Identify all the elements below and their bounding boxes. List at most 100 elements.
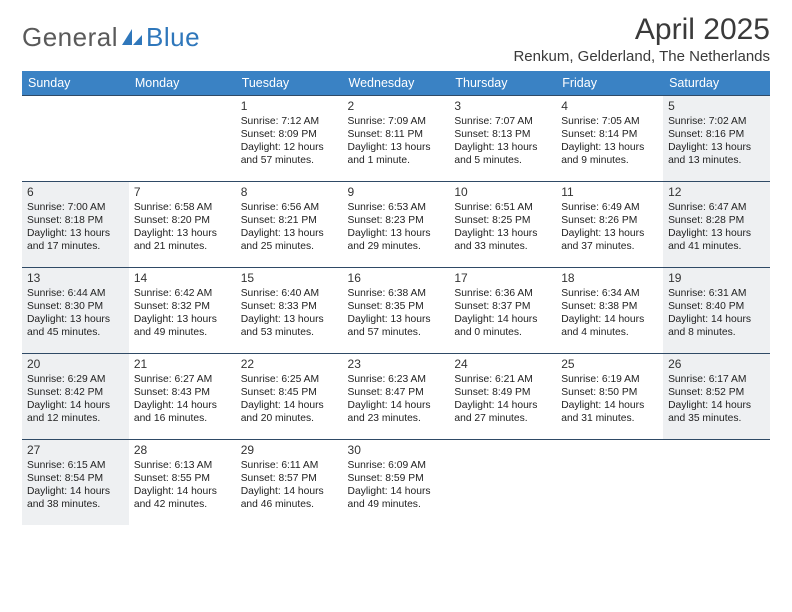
sunset-text: Sunset: 8:54 PM bbox=[27, 472, 124, 485]
day-content: 6Sunrise: 7:00 AMSunset: 8:18 PMDaylight… bbox=[22, 182, 129, 267]
day-number: 12 bbox=[668, 185, 765, 200]
sunrise-text: Sunrise: 6:44 AM bbox=[27, 287, 124, 300]
brand-logo: General Blue bbox=[22, 14, 200, 53]
day-cell: 29Sunrise: 6:11 AMSunset: 8:57 PMDayligh… bbox=[236, 439, 343, 525]
sunrise-text: Sunrise: 7:09 AM bbox=[348, 115, 445, 128]
day-content: 8Sunrise: 6:56 AMSunset: 8:21 PMDaylight… bbox=[236, 182, 343, 267]
daylight-text: Daylight: 14 hours and 42 minutes. bbox=[134, 485, 231, 511]
day-number: 11 bbox=[561, 185, 658, 200]
day-number: 24 bbox=[454, 357, 551, 372]
daylight-text: Daylight: 13 hours and 33 minutes. bbox=[454, 227, 551, 253]
sunrise-text: Sunrise: 6:25 AM bbox=[241, 373, 338, 386]
brand-word-2: Blue bbox=[146, 22, 200, 53]
day-content: 26Sunrise: 6:17 AMSunset: 8:52 PMDayligh… bbox=[663, 354, 770, 439]
day-content: 20Sunrise: 6:29 AMSunset: 8:42 PMDayligh… bbox=[22, 354, 129, 439]
week-row: 13Sunrise: 6:44 AMSunset: 8:30 PMDayligh… bbox=[22, 267, 770, 353]
day-content: 30Sunrise: 6:09 AMSunset: 8:59 PMDayligh… bbox=[343, 440, 450, 526]
day-header: Sunday bbox=[22, 71, 129, 96]
day-content: 4Sunrise: 7:05 AMSunset: 8:14 PMDaylight… bbox=[556, 96, 663, 181]
day-cell: 7Sunrise: 6:58 AMSunset: 8:20 PMDaylight… bbox=[129, 181, 236, 267]
sunrise-text: Sunrise: 6:56 AM bbox=[241, 201, 338, 214]
day-content: 22Sunrise: 6:25 AMSunset: 8:45 PMDayligh… bbox=[236, 354, 343, 439]
sunrise-text: Sunrise: 6:40 AM bbox=[241, 287, 338, 300]
sunset-text: Sunset: 8:42 PM bbox=[27, 386, 124, 399]
day-content: 17Sunrise: 6:36 AMSunset: 8:37 PMDayligh… bbox=[449, 268, 556, 353]
sunrise-text: Sunrise: 7:07 AM bbox=[454, 115, 551, 128]
day-content: 15Sunrise: 6:40 AMSunset: 8:33 PMDayligh… bbox=[236, 268, 343, 353]
empty-cell bbox=[22, 96, 129, 181]
sunset-text: Sunset: 8:49 PM bbox=[454, 386, 551, 399]
daylight-text: Daylight: 14 hours and 20 minutes. bbox=[241, 399, 338, 425]
empty-cell bbox=[449, 440, 556, 526]
day-number: 18 bbox=[561, 271, 658, 286]
day-cell: 6Sunrise: 7:00 AMSunset: 8:18 PMDaylight… bbox=[22, 181, 129, 267]
day-cell bbox=[663, 439, 770, 525]
day-number: 3 bbox=[454, 99, 551, 114]
sunrise-text: Sunrise: 6:42 AM bbox=[134, 287, 231, 300]
day-content: 28Sunrise: 6:13 AMSunset: 8:55 PMDayligh… bbox=[129, 440, 236, 526]
day-number: 7 bbox=[134, 185, 231, 200]
daylight-text: Daylight: 14 hours and 16 minutes. bbox=[134, 399, 231, 425]
day-number: 27 bbox=[27, 443, 124, 458]
day-number: 28 bbox=[134, 443, 231, 458]
day-header: Monday bbox=[129, 71, 236, 96]
week-row: 6Sunrise: 7:00 AMSunset: 8:18 PMDaylight… bbox=[22, 181, 770, 267]
day-number: 25 bbox=[561, 357, 658, 372]
day-number: 29 bbox=[241, 443, 338, 458]
day-cell: 25Sunrise: 6:19 AMSunset: 8:50 PMDayligh… bbox=[556, 353, 663, 439]
sunrise-text: Sunrise: 6:15 AM bbox=[27, 459, 124, 472]
day-content: 27Sunrise: 6:15 AMSunset: 8:54 PMDayligh… bbox=[22, 440, 129, 526]
sunrise-text: Sunrise: 6:34 AM bbox=[561, 287, 658, 300]
daylight-text: Daylight: 13 hours and 53 minutes. bbox=[241, 313, 338, 339]
sunset-text: Sunset: 8:40 PM bbox=[668, 300, 765, 313]
day-cell: 23Sunrise: 6:23 AMSunset: 8:47 PMDayligh… bbox=[343, 353, 450, 439]
sunset-text: Sunset: 8:35 PM bbox=[348, 300, 445, 313]
empty-cell bbox=[556, 440, 663, 526]
sunset-text: Sunset: 8:47 PM bbox=[348, 386, 445, 399]
calendar-page: General Blue April 2025 Renkum, Gelderla… bbox=[0, 0, 792, 612]
sunrise-text: Sunrise: 7:12 AM bbox=[241, 115, 338, 128]
day-cell: 30Sunrise: 6:09 AMSunset: 8:59 PMDayligh… bbox=[343, 439, 450, 525]
sunset-text: Sunset: 8:26 PM bbox=[561, 214, 658, 227]
week-row: 1Sunrise: 7:12 AMSunset: 8:09 PM Daylight… bbox=[22, 95, 770, 181]
day-content: 19Sunrise: 6:31 AMSunset: 8:40 PMDayligh… bbox=[663, 268, 770, 353]
day-cell: 20Sunrise: 6:29 AMSunset: 8:42 PMDayligh… bbox=[22, 353, 129, 439]
day-content: 25Sunrise: 6:19 AMSunset: 8:50 PMDayligh… bbox=[556, 354, 663, 439]
day-cell: 16Sunrise: 6:38 AMSunset: 8:35 PMDayligh… bbox=[343, 267, 450, 353]
day-number: 13 bbox=[27, 271, 124, 286]
week-row: 20Sunrise: 6:29 AMSunset: 8:42 PMDayligh… bbox=[22, 353, 770, 439]
day-header: Friday bbox=[556, 71, 663, 96]
sunrise-text: Sunrise: 7:02 AM bbox=[668, 115, 765, 128]
day-content: 14Sunrise: 6:42 AMSunset: 8:32 PMDayligh… bbox=[129, 268, 236, 353]
day-cell: 10Sunrise: 6:51 AMSunset: 8:25 PMDayligh… bbox=[449, 181, 556, 267]
daylight-text: Daylight: 14 hours and 8 minutes. bbox=[668, 313, 765, 339]
day-content: 13Sunrise: 6:44 AMSunset: 8:30 PMDayligh… bbox=[22, 268, 129, 353]
daylight-text: Daylight: 13 hours and 29 minutes. bbox=[348, 227, 445, 253]
day-content: 5Sunrise: 7:02 AMSunset: 8:16 PMDaylight… bbox=[663, 96, 770, 181]
sunset-text: Sunset: 8:43 PM bbox=[134, 386, 231, 399]
daylight-text: Daylight: 14 hours and 27 minutes. bbox=[454, 399, 551, 425]
title-block: April 2025 Renkum, Gelderland, The Nethe… bbox=[513, 14, 770, 65]
daylight-text: Daylight: 13 hours and 25 minutes. bbox=[241, 227, 338, 253]
day-content: 21Sunrise: 6:27 AMSunset: 8:43 PMDayligh… bbox=[129, 354, 236, 439]
day-number: 30 bbox=[348, 443, 445, 458]
day-number: 17 bbox=[454, 271, 551, 286]
day-cell: 22Sunrise: 6:25 AMSunset: 8:45 PMDayligh… bbox=[236, 353, 343, 439]
day-number: 21 bbox=[134, 357, 231, 372]
day-header: Saturday bbox=[663, 71, 770, 96]
sunset-text: Sunset: 8:21 PM bbox=[241, 214, 338, 227]
daylight-text: Daylight: 13 hours and 21 minutes. bbox=[134, 227, 231, 253]
sunrise-text: Sunrise: 7:05 AM bbox=[561, 115, 658, 128]
sunset-text: Sunset: 8:33 PM bbox=[241, 300, 338, 313]
sunset-text: Sunset: 8:09 PM bbox=[241, 128, 338, 141]
day-number: 1 bbox=[241, 99, 338, 114]
sunset-text: Sunset: 8:50 PM bbox=[561, 386, 658, 399]
sunrise-text: Sunrise: 6:19 AM bbox=[561, 373, 658, 386]
sunset-text: Sunset: 8:38 PM bbox=[561, 300, 658, 313]
day-cell: 11Sunrise: 6:49 AMSunset: 8:26 PMDayligh… bbox=[556, 181, 663, 267]
daylight-text: Daylight: 13 hours and 13 minutes. bbox=[668, 141, 765, 167]
day-content: 23Sunrise: 6:23 AMSunset: 8:47 PMDayligh… bbox=[343, 354, 450, 439]
day-content: 16Sunrise: 6:38 AMSunset: 8:35 PMDayligh… bbox=[343, 268, 450, 353]
week-row: 27Sunrise: 6:15 AMSunset: 8:54 PM Dayligh… bbox=[22, 439, 770, 525]
day-cell: 17Sunrise: 6:36 AMSunset: 8:37 PMDayligh… bbox=[449, 267, 556, 353]
